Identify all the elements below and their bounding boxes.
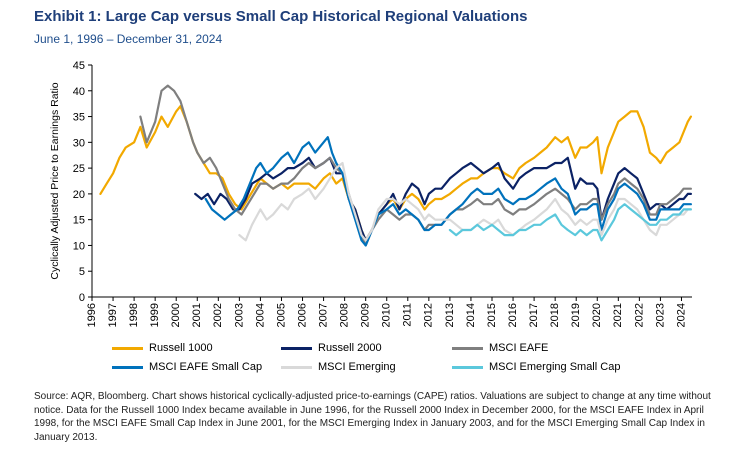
chart-title: Exhibit 1: Large Cap versus Small Cap Hi… [34, 8, 528, 25]
x-tick-label: 2013 [444, 303, 456, 327]
x-tick-label: 2019 [570, 303, 582, 327]
legend-entry-msci-eafe-small-cap: MSCI EAFE Small Cap [112, 361, 262, 373]
legend-entry-msci-eafe: MSCI EAFE [452, 342, 548, 354]
x-tick-label: 2008 [339, 303, 351, 327]
x-tick-label: 2007 [317, 303, 329, 327]
series-line-msci-eafe-small-cap [204, 136, 692, 247]
legend-swatch [281, 365, 312, 369]
y-tick-label: 10 [73, 240, 85, 252]
x-tick-label: 2020 [591, 303, 603, 327]
source-note: Source: AQR, Bloomberg. Chart shows hist… [34, 391, 711, 443]
y-tick-label: 30 [73, 137, 85, 149]
x-tick-label: 2022 [633, 303, 645, 327]
x-tick-label: 1997 [107, 303, 119, 327]
legend-entry-msci-emerging-small-cap: MSCI Emerging Small Cap [452, 361, 620, 373]
legend-swatch [452, 346, 483, 350]
x-tick-label: 2004 [254, 303, 266, 327]
legend-label: MSCI EAFE [489, 342, 549, 354]
x-tick-label: 2006 [296, 303, 308, 327]
legend-label: MSCI EAFE Small Cap [149, 361, 263, 373]
x-tick-label: 1999 [149, 303, 161, 327]
legend-label: Russell 2000 [318, 342, 382, 354]
legend-entry-msci-emerging: MSCI Emerging [281, 361, 396, 373]
x-tick-label: 1998 [128, 303, 140, 327]
x-tick-label: 2014 [465, 303, 477, 327]
legend-label: MSCI Emerging [318, 361, 396, 373]
y-tick-label: 45 [73, 60, 85, 72]
x-tick-label: 2015 [486, 303, 498, 327]
y-tick-label: 20 [73, 189, 85, 201]
x-tick-label: 2012 [423, 303, 435, 327]
x-tick-label: 2010 [381, 303, 393, 327]
x-tick-label: 2001 [191, 303, 203, 327]
legend-swatch [112, 365, 143, 369]
y-tick-label: 40 [73, 86, 85, 98]
y-tick-label: 15 [73, 215, 85, 227]
chart-subtitle: June 1, 1996 – December 31, 2024 [34, 32, 223, 46]
y-tick-label: 5 [79, 266, 85, 278]
legend-swatch [281, 346, 312, 350]
axes-layer: 0 5 10 15 20 25 30 35 40 45 1996 1997 1998 1999 2000 20… [49, 60, 692, 327]
x-tick-label: 2021 [612, 303, 624, 327]
x-tick-label: 2018 [549, 303, 561, 327]
series-line-russell-2000 [194, 156, 692, 242]
series-line-msci-emerging-small-cap [448, 203, 692, 242]
legend-swatch [112, 346, 143, 350]
x-tick-label: 2009 [360, 303, 372, 327]
x-tick-label: 2005 [275, 303, 287, 327]
y-tick-label: 35 [73, 112, 85, 124]
legend-swatch [452, 365, 483, 369]
x-tick-label: 1996 [86, 303, 98, 327]
x-tick-label: 2023 [654, 303, 666, 327]
y-tick-label: 25 [73, 163, 85, 175]
legend-label: MSCI Emerging Small Cap [489, 361, 621, 373]
y-axis-label: Cyclically Adjusted Price to Earnings Ra… [49, 82, 61, 279]
series-line-msci-eafe [139, 84, 692, 247]
x-tick-label: 2011 [402, 303, 414, 327]
y-tick-label: 0 [79, 292, 85, 304]
x-tick-label: 2017 [528, 303, 540, 327]
x-tick-label: 2016 [507, 303, 519, 327]
legend-entry-russell-1000: Russell 1000 [112, 342, 213, 354]
x-tick-label: 2002 [212, 303, 224, 327]
series-layer [99, 84, 692, 247]
legend-entry-russell-2000: Russell 2000 [281, 342, 382, 354]
x-tick-label: 2003 [233, 303, 245, 327]
legend-label: Russell 1000 [149, 342, 213, 354]
x-tick-label: 2000 [170, 303, 182, 327]
x-tick-label: 2024 [675, 303, 687, 327]
